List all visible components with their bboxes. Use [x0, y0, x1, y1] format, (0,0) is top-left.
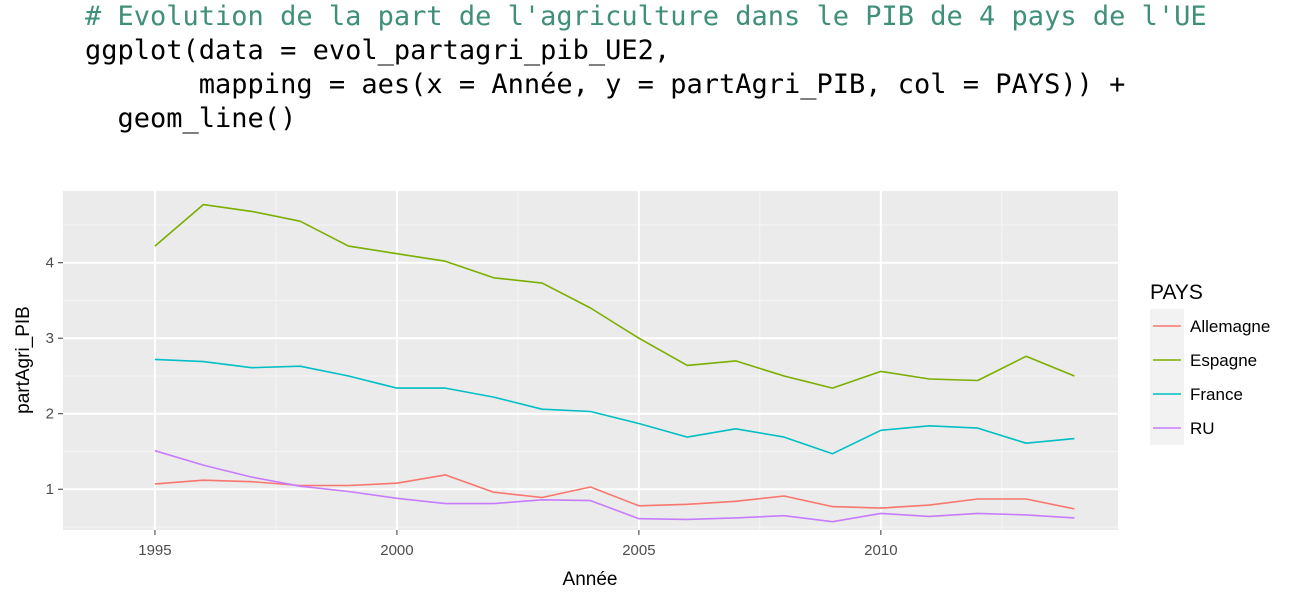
- x-tick-label: 2010: [864, 542, 897, 559]
- series-line-espagne: [154, 203, 1075, 389]
- series-line-allemagne: [154, 474, 1075, 510]
- code-comment-line: # Evolution de la part de l'agriculture …: [85, 1, 1207, 32]
- x-tick-label: 1995: [138, 542, 171, 559]
- x-tick-label: 2005: [622, 542, 655, 559]
- y-tick-label: 3: [46, 330, 54, 347]
- series-line-ru: [154, 449, 1075, 523]
- x-tick-label: 2000: [380, 542, 413, 559]
- series-line-france: [154, 358, 1075, 455]
- code-snippet: # Evolution de la part de l'agriculture …: [85, 0, 1207, 136]
- y-tick-label: 2: [46, 406, 54, 423]
- code-ggplot-line: ggplot(data = evol_partagri_pib_UE2,: [85, 35, 671, 66]
- y-tick-label: 4: [46, 255, 54, 272]
- legend-label: Allemagne: [1190, 317, 1270, 336]
- x-axis-label: Année: [563, 569, 618, 590]
- code-geom-line: geom_line(): [85, 103, 297, 134]
- plot-panel: [63, 191, 1118, 530]
- y-axis-label: partAgri_PIB: [13, 306, 34, 414]
- series-lines: [154, 203, 1075, 523]
- axes: 1995 2000 2005 2010 1 2 3 4: [46, 255, 898, 559]
- legend-label: France: [1190, 385, 1243, 404]
- legend-title: PAYS: [1150, 281, 1203, 304]
- legend-label: Espagne: [1190, 351, 1257, 370]
- grid-lines: [63, 191, 1118, 530]
- legend: PAYS Allemagne Espagne France RU: [1150, 281, 1270, 445]
- y-tick-label: 1: [46, 481, 54, 498]
- legend-label: RU: [1190, 419, 1215, 438]
- code-mapping-line: mapping = aes(x = Année, y = partAgri_PI…: [85, 69, 1126, 100]
